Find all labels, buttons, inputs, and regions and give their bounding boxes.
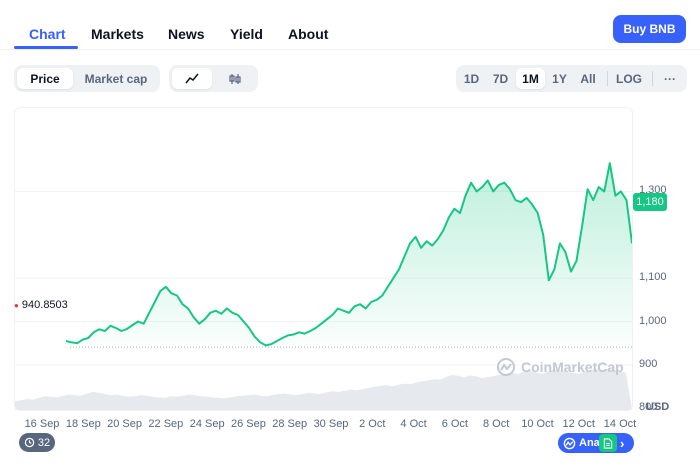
currency-label: USD bbox=[646, 401, 670, 413]
price-area-fill bbox=[66, 163, 632, 348]
x-tick-label: 22 Sep bbox=[148, 418, 184, 430]
y-tick-label: 1,100 bbox=[639, 271, 667, 284]
x-tick-label: 26 Sep bbox=[230, 418, 266, 430]
document-glyph-icon bbox=[603, 437, 613, 449]
x-tick-label: 20 Sep bbox=[107, 418, 142, 430]
active-tab-indicator bbox=[14, 46, 78, 49]
range-1y-button[interactable]: 1Y bbox=[552, 71, 567, 86]
tab-news[interactable]: News bbox=[168, 26, 205, 42]
x-tick-label: 14 Oct bbox=[603, 418, 637, 430]
line-chart-button[interactable] bbox=[172, 68, 212, 89]
open-price-marker-icon: ● bbox=[14, 301, 19, 310]
more-options-button[interactable]: ··· bbox=[664, 71, 676, 86]
tab-about[interactable]: About bbox=[288, 26, 329, 42]
tab-yield[interactable]: Yield bbox=[230, 26, 263, 42]
history-badge[interactable]: 32 bbox=[19, 433, 55, 452]
range-selector: 1D 7D 1M 1Y All LOG ··· bbox=[456, 65, 687, 92]
document-icon[interactable] bbox=[599, 434, 617, 452]
metric-toggle: Price Market cap bbox=[14, 65, 160, 92]
range-all-button[interactable]: All bbox=[580, 71, 596, 86]
x-tick-label: 6 Oct bbox=[441, 418, 468, 430]
x-tick-label: 18 Sep bbox=[65, 418, 101, 430]
price-toggle-button[interactable]: Price bbox=[17, 68, 73, 89]
x-tick-label: 24 Sep bbox=[189, 418, 225, 430]
history-count: 32 bbox=[37, 436, 51, 449]
history-icon bbox=[24, 437, 35, 448]
open-price-value: 940.8503 bbox=[21, 299, 68, 311]
open-price-label: ● 940.8503 bbox=[14, 299, 68, 311]
analysis-label: Ana bbox=[579, 437, 600, 449]
current-price-tag: 1,180 bbox=[633, 193, 667, 211]
top-nav: Chart Markets News Yield About Buy BNB bbox=[0, 0, 700, 50]
volume-area bbox=[15, 368, 632, 410]
x-tick-label: 12 Oct bbox=[562, 418, 595, 430]
x-tick-label: 28 Sep bbox=[272, 418, 308, 430]
x-tick-label: 4 Oct bbox=[400, 418, 427, 430]
log-scale-button[interactable]: LOG bbox=[616, 71, 642, 86]
tab-chart[interactable]: Chart bbox=[29, 26, 66, 42]
cmc-logo-icon bbox=[497, 358, 515, 376]
candlestick-icon bbox=[229, 73, 241, 84]
x-tick-label: 8 Oct bbox=[482, 418, 510, 430]
line-chart-icon bbox=[185, 73, 199, 83]
price-line bbox=[65, 162, 633, 347]
chevron-right-icon[interactable]: › bbox=[620, 436, 625, 451]
x-tick-label: 10 Oct bbox=[521, 418, 554, 430]
tab-markets[interactable]: Markets bbox=[91, 26, 144, 42]
cmc-logo-icon bbox=[563, 437, 576, 449]
watermark-text: CoinMarketCap bbox=[521, 359, 624, 375]
range-1m-button[interactable]: 1M bbox=[516, 68, 545, 89]
x-tick-label: 2 Oct bbox=[359, 418, 386, 430]
candlestick-button[interactable] bbox=[215, 68, 255, 89]
x-tick-label: 16 Sep bbox=[24, 418, 60, 430]
market-cap-toggle-button[interactable]: Market cap bbox=[84, 71, 148, 86]
x-tick-label: 30 Sep bbox=[313, 418, 349, 430]
chart-style-toggle bbox=[169, 65, 258, 92]
more-divider bbox=[652, 71, 653, 86]
range-7d-button[interactable]: 7D bbox=[492, 71, 509, 86]
range-divider bbox=[607, 71, 608, 86]
y-tick-label: 800 bbox=[639, 401, 658, 414]
coinmarketcap-watermark: CoinMarketCap bbox=[496, 357, 624, 377]
range-1d-button[interactable]: 1D bbox=[463, 71, 480, 86]
buy-bnb-button[interactable]: Buy BNB bbox=[613, 15, 686, 43]
y-tick-label: 900 bbox=[639, 357, 658, 370]
y-tick-label: 1,000 bbox=[639, 314, 667, 327]
